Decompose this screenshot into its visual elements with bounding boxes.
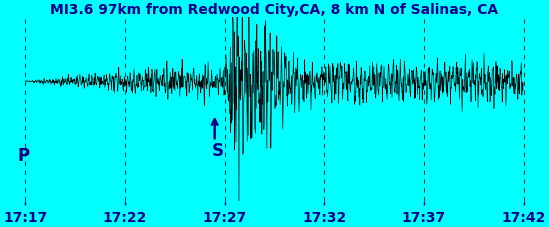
Text: S: S [212, 141, 224, 159]
Title: MI3.6 97km from Redwood City,CA, 8 km N of Salinas, CA: MI3.6 97km from Redwood City,CA, 8 km N … [51, 3, 498, 17]
Text: P: P [18, 146, 30, 164]
